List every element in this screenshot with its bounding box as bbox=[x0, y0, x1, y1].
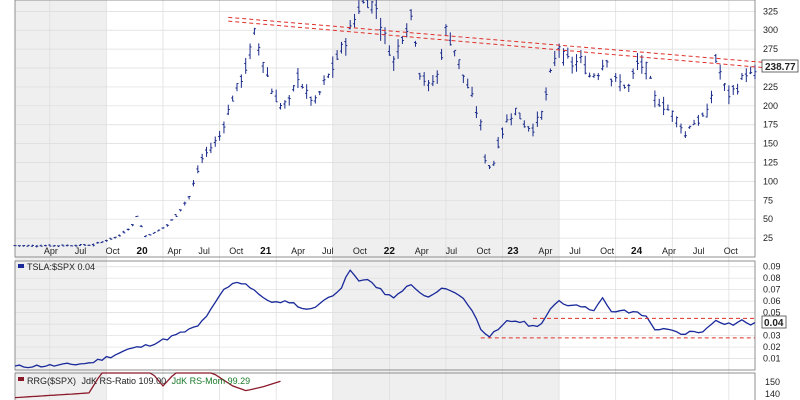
price-badge bbox=[761, 59, 799, 73]
price-tick-label: 25 bbox=[763, 233, 773, 243]
axis-labels: 2550751001251501752002252502753003250.09… bbox=[44, 6, 781, 399]
panel-frame bbox=[14, 0, 756, 258]
month-label: Oct bbox=[724, 246, 739, 256]
month-label: Apr bbox=[167, 246, 181, 256]
month-label: Apr bbox=[415, 246, 429, 256]
month-label: Jul bbox=[198, 246, 210, 256]
rrg-legend-ratio: JdK RS-Ratio 109.00 bbox=[82, 376, 167, 386]
panel-frame bbox=[14, 372, 756, 400]
price-tick-label: 325 bbox=[763, 6, 778, 16]
price-tick-label: 200 bbox=[763, 101, 778, 111]
rs-line bbox=[14, 269, 756, 369]
month-label: Jul bbox=[322, 246, 334, 256]
month-label: Oct bbox=[600, 246, 615, 256]
rs-tick-label: 0.06 bbox=[763, 296, 781, 306]
month-label: Jul bbox=[569, 246, 581, 256]
month-label: Jul bbox=[693, 246, 705, 256]
rrg-tick-label: 140 bbox=[765, 389, 780, 399]
relative-strength-levels bbox=[480, 317, 755, 339]
rs-tick-label: 0.01 bbox=[763, 354, 781, 364]
rs-legend-label: TSLA:$SPX 0.04 bbox=[27, 262, 95, 272]
price-bars bbox=[13, 0, 757, 248]
rrg-legend-label: RRG($SPX) JdK RS-Ratio 109.00 JdK RS-Mom… bbox=[27, 376, 250, 386]
price-tick-label: 175 bbox=[763, 120, 778, 130]
month-label: Apr bbox=[291, 246, 305, 256]
year-label: 24 bbox=[631, 246, 643, 257]
price-tick-label: 100 bbox=[763, 176, 778, 186]
year-label: 22 bbox=[384, 246, 396, 257]
rs-tick-label: 0.02 bbox=[763, 342, 781, 352]
rrg-lines bbox=[14, 372, 281, 399]
resistance-line bbox=[228, 20, 769, 69]
rs-tick-label: 0.03 bbox=[763, 331, 781, 341]
rrg-legend-prefix: RRG($SPX) bbox=[27, 376, 76, 386]
rrg-legend-mom: JdK RS-Mom 99.29 bbox=[172, 376, 251, 386]
relative-strength-line bbox=[14, 269, 756, 369]
price-tick-label: 125 bbox=[763, 158, 778, 168]
panel-frames bbox=[14, 0, 756, 400]
rs-tick-label: 0.05 bbox=[763, 308, 781, 318]
month-label: Oct bbox=[106, 246, 121, 256]
month-label: Oct bbox=[353, 246, 368, 256]
rs-tick-label: 0.09 bbox=[763, 262, 781, 272]
resistance-line bbox=[228, 16, 769, 64]
rs-value-badge bbox=[761, 315, 787, 329]
price-badge-label: 238.77 bbox=[765, 62, 796, 73]
price-tick-label: 50 bbox=[763, 214, 773, 224]
month-label: Oct bbox=[229, 246, 244, 256]
rs-tick-label: 0.08 bbox=[763, 273, 781, 283]
rrg-tick-label: 150 bbox=[765, 377, 780, 387]
panel-frame bbox=[14, 260, 756, 371]
month-label: Oct bbox=[477, 246, 492, 256]
month-label: Apr bbox=[662, 246, 676, 256]
rrg-legend-swatch bbox=[18, 377, 24, 381]
month-label: Apr bbox=[538, 246, 552, 256]
price-tick-label: 225 bbox=[763, 82, 778, 92]
year-label: 20 bbox=[137, 246, 149, 257]
rs-value-label: 0.04 bbox=[764, 318, 784, 329]
price-tick-label: 300 bbox=[763, 25, 778, 35]
rrg-ratio-line bbox=[14, 372, 281, 399]
month-label: Jul bbox=[446, 246, 458, 256]
month-label: Apr bbox=[44, 246, 58, 256]
rs-tick-label: 0.07 bbox=[763, 285, 781, 295]
price-tick-label: 150 bbox=[763, 139, 778, 149]
price-tick-label: 75 bbox=[763, 195, 773, 205]
year-label: 21 bbox=[260, 246, 272, 257]
price-tick-label: 275 bbox=[763, 44, 778, 54]
rs-legend-swatch bbox=[18, 264, 24, 268]
resistance-lines bbox=[228, 16, 769, 69]
month-label: Jul bbox=[75, 246, 87, 256]
year-label: 23 bbox=[507, 246, 519, 257]
